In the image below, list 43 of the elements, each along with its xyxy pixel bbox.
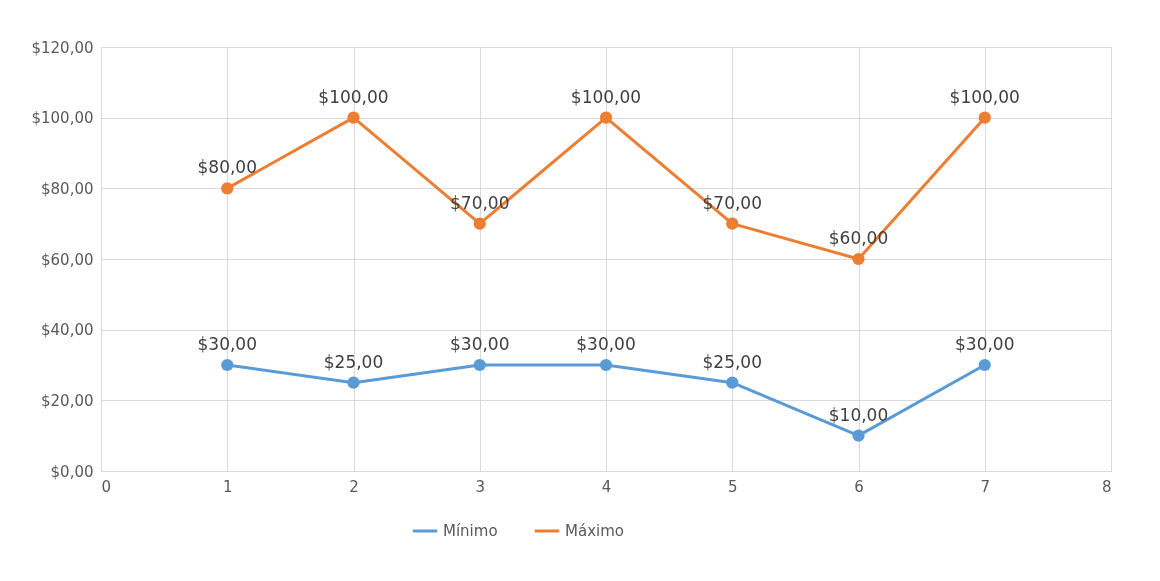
data-label: $25,00 <box>702 351 762 372</box>
data-label: $80,00 <box>197 157 257 178</box>
legend-label: Máximo <box>565 522 624 540</box>
x-tick-label: 5 <box>727 477 738 496</box>
point <box>347 376 360 389</box>
point <box>978 358 991 372</box>
x-tick-label: 8 <box>1101 477 1112 496</box>
y-tick-label: $80,00 <box>41 179 94 198</box>
x-tick-label: 0 <box>101 477 112 496</box>
data-label: $100,00 <box>318 86 389 107</box>
point <box>726 376 739 389</box>
point <box>852 252 865 266</box>
data-label: $100,00 <box>949 86 1020 107</box>
data-label: $25,00 <box>323 351 384 372</box>
x-tick-label: 4 <box>601 477 612 496</box>
data-label: $10,00 <box>828 404 889 425</box>
y-tick-label: $60,00 <box>41 250 94 269</box>
x-tick-label: 2 <box>349 477 359 496</box>
y-tick-label: $20,00 <box>41 391 94 410</box>
point <box>347 111 360 124</box>
x-tick-label: 6 <box>854 477 864 496</box>
y-tick-label: $120,00 <box>31 38 94 57</box>
point <box>978 111 991 124</box>
point <box>599 111 613 124</box>
legend-label: Mínimo <box>443 522 498 540</box>
y-tick-label: $40,00 <box>41 321 94 340</box>
data-label: $100,00 <box>570 86 642 107</box>
point <box>599 358 613 372</box>
point <box>852 429 865 442</box>
point <box>221 182 234 195</box>
x-tick-label: 3 <box>475 477 486 496</box>
x-tick-label: 1 <box>222 477 233 496</box>
data-label: $30,00 <box>955 334 1015 354</box>
x-tick-label: 7 <box>980 477 991 496</box>
point <box>221 358 234 372</box>
y-tick-label: $0,00 <box>50 462 94 481</box>
data-label: $30,00 <box>197 334 257 354</box>
data-label: $30,00 <box>450 334 510 354</box>
point <box>473 358 486 372</box>
y-tick-label: $100,00 <box>31 109 94 128</box>
data-label: $30,00 <box>576 334 636 354</box>
point <box>726 217 739 230</box>
point <box>473 217 486 230</box>
